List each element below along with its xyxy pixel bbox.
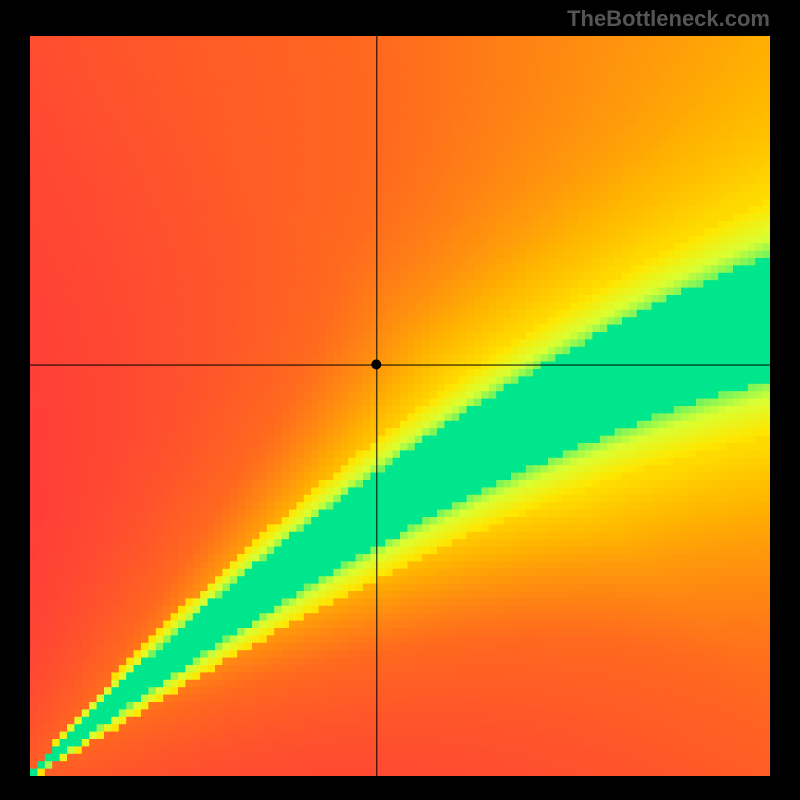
heatmap-canvas xyxy=(30,36,770,776)
heatmap-plot xyxy=(30,36,770,776)
attribution-label: TheBottleneck.com xyxy=(567,6,770,32)
chart-container: TheBottleneck.com xyxy=(0,0,800,800)
